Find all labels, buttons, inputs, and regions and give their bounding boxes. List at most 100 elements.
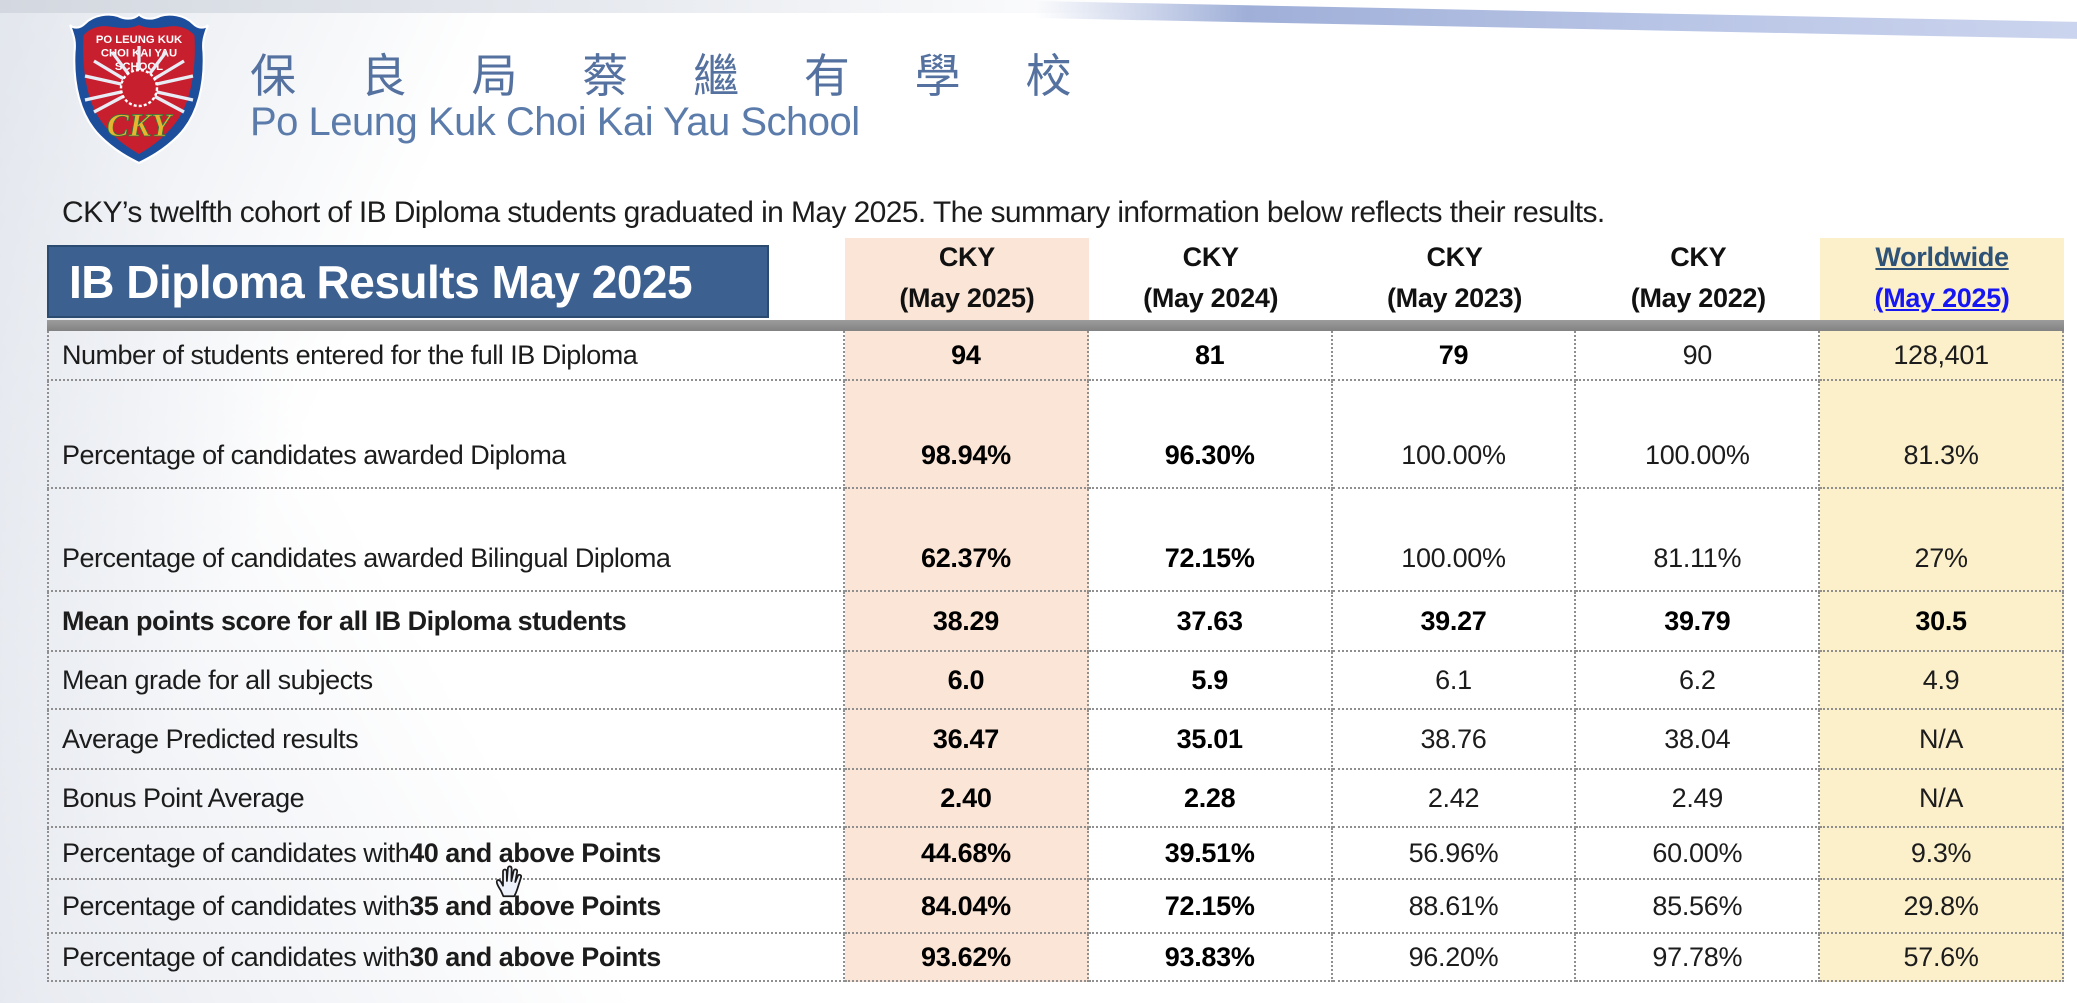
table-row: Percentage of candidates awarded Diploma…	[47, 381, 2064, 489]
table-row: Percentage of candidates with 35 and abo…	[47, 880, 2064, 934]
school-name-english: Po Leung Kuk Choi Kai Yau School	[250, 100, 860, 144]
value-cell: 93.62%	[845, 934, 1089, 982]
table-row: Mean grade for all subjects 6.0 5.9 6.1 6.2…	[47, 652, 2064, 710]
row-label: Percentage of candidates with 35 and abo…	[47, 880, 845, 934]
value-cell: 4.9	[1820, 652, 2064, 710]
value-cell: 81.11%	[1576, 489, 1821, 592]
table-row: Mean points score for all IB Diploma stu…	[47, 592, 2064, 652]
school-name-chinese: 保 良 局 蔡 繼 有 學 校	[250, 50, 1098, 102]
row-label: Percentage of candidates awarded Diploma	[47, 381, 845, 489]
value-cell: 2.40	[845, 770, 1089, 828]
row-label: Number of students entered for the full …	[47, 331, 845, 381]
value-cell: 57.6%	[1820, 934, 2064, 982]
table-row: Average Predicted results 36.47 35.01 38.7…	[47, 710, 2064, 770]
intro-text: CKY’s twelfth cohort of IB Diploma stude…	[62, 196, 1605, 229]
value-cell: 5.9	[1088, 652, 1333, 710]
value-cell: 88.61%	[1332, 880, 1577, 934]
value-cell: 38.29	[845, 592, 1089, 652]
value-cell: 38.76	[1332, 710, 1577, 770]
value-cell: 81	[1088, 331, 1333, 381]
value-cell: 60.00%	[1576, 828, 1821, 880]
value-cell: 72.15%	[1088, 880, 1333, 934]
value-cell: 2.49	[1576, 770, 1821, 828]
column-header-line2: (May 2025)	[899, 283, 1035, 313]
value-cell: 97.78%	[1576, 934, 1821, 982]
value-cell: 84.04%	[845, 880, 1089, 934]
row-label: Percentage of candidates with 40 and abo…	[47, 828, 845, 880]
column-header-line1: CKY	[938, 242, 995, 272]
column-header-line2: (May 2024)	[1143, 283, 1279, 313]
svg-text:PO LEUNG KUK: PO LEUNG KUK	[96, 34, 183, 46]
column-header-line1: CKY	[1182, 242, 1239, 272]
results-table: IB Diploma Results May 2025 CKY (May 202…	[47, 238, 2064, 982]
value-cell: 62.37%	[845, 489, 1089, 592]
value-cell: 85.56%	[1576, 880, 1821, 934]
value-cell: 128,401	[1820, 331, 2064, 381]
blue-swoosh-decoration	[1034, 1, 2077, 40]
column-header-cky-may-2025: CKY (May 2025)	[845, 238, 1089, 320]
column-header-worldwide-may-2025[interactable]: Worldwide (May 2025)	[1820, 238, 2064, 320]
column-header-line2: (May 2023)	[1386, 283, 1523, 313]
value-cell: 2.28	[1088, 770, 1333, 828]
column-header-cky-may-2023: CKY (May 2023)	[1333, 238, 1577, 320]
value-cell: 39.79	[1576, 592, 1821, 652]
value-cell: 81.3%	[1820, 381, 2064, 489]
value-cell: 35.01	[1088, 710, 1333, 770]
value-cell: 6.1	[1332, 652, 1577, 710]
value-cell: 72.15%	[1088, 489, 1333, 592]
row-label: Mean grade for all subjects	[47, 652, 845, 710]
table-title-bar: IB Diploma Results May 2025	[47, 245, 769, 318]
logo-sunburst	[84, 46, 194, 114]
value-cell: 93.83%	[1088, 934, 1333, 982]
value-cell: 9.3%	[1820, 828, 2064, 880]
value-cell: 6.0	[845, 652, 1089, 710]
cursor-open-hand-icon	[495, 865, 522, 898]
table-body: Number of students entered for the full …	[47, 331, 2064, 982]
logo-monogram: CKY	[107, 108, 174, 144]
value-cell: 37.63	[1088, 592, 1333, 652]
value-cell: 90	[1576, 331, 1821, 381]
value-cell: 36.47	[845, 710, 1089, 770]
value-cell: 94	[845, 331, 1089, 381]
value-cell: N/A	[1820, 770, 2064, 828]
school-logo: PO LEUNG KUK CHOI KAI YAU SCHOOL CKY	[69, 13, 209, 165]
row-label: Average Predicted results	[47, 710, 845, 770]
value-cell: 100.00%	[1332, 381, 1577, 489]
column-header-cky-may-2024: CKY (May 2024)	[1089, 238, 1333, 320]
table-title: IB Diploma Results May 2025	[69, 255, 693, 308]
row-label: Bonus Point Average	[47, 770, 845, 828]
column-header-cky-may-2022: CKY (May 2022)	[1576, 238, 1820, 320]
value-cell: 100.00%	[1576, 381, 1821, 489]
column-header-line2: (May 2022)	[1630, 283, 1766, 313]
column-header-line1: CKY	[1670, 242, 1727, 272]
table-row: Bonus Point Average 2.40 2.28 2.42 2.49 N/A	[47, 770, 2064, 828]
value-cell: 98.94%	[845, 381, 1089, 489]
column-header-line2: (May 2025)	[1874, 283, 2010, 313]
column-header-line1: CKY	[1426, 242, 1483, 272]
table-row: Number of students entered for the full …	[47, 331, 2064, 381]
table-header-row: IB Diploma Results May 2025 CKY (May 202…	[47, 238, 2064, 320]
value-cell: 96.30%	[1088, 381, 1333, 489]
value-cell: 44.68%	[845, 828, 1089, 880]
table-row: Percentage of candidates awarded Bilingu…	[47, 489, 2064, 592]
row-label: Mean points score for all IB Diploma stu…	[47, 592, 845, 652]
logo-center-medallion	[119, 68, 159, 108]
value-cell: N/A	[1820, 710, 2064, 770]
column-header-line1: Worldwide	[1875, 242, 2009, 272]
value-cell: 2.42	[1332, 770, 1577, 828]
value-cell: 79	[1332, 331, 1577, 381]
value-cell: 96.20%	[1332, 934, 1577, 982]
table-row: Percentage of candidates with 30 and abo…	[47, 934, 2064, 982]
value-cell: 56.96%	[1332, 828, 1577, 880]
row-label: Percentage of candidates with 30 and abo…	[47, 934, 845, 982]
value-cell: 38.04	[1576, 710, 1821, 770]
value-cell: 30.5	[1820, 592, 2064, 652]
value-cell: 29.8%	[1820, 880, 2064, 934]
value-cell: 39.51%	[1088, 828, 1333, 880]
row-label: Percentage of candidates awarded Bilingu…	[47, 489, 845, 592]
value-cell: 27%	[1820, 489, 2064, 592]
value-cell: 39.27	[1332, 592, 1577, 652]
value-cell: 6.2	[1576, 652, 1821, 710]
table-row: Percentage of candidates with 40 and abo…	[47, 828, 2064, 880]
